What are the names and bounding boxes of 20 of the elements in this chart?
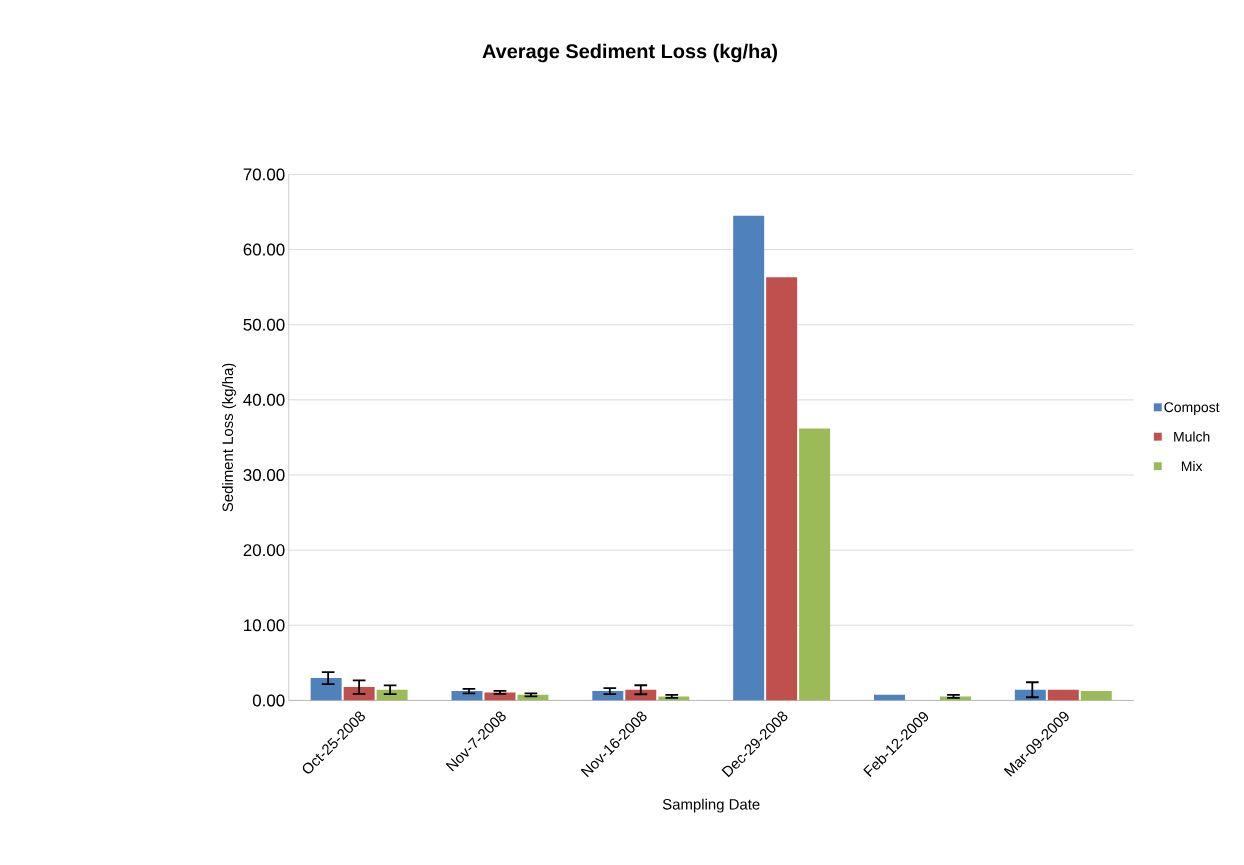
y-tick-label: 50.00 — [243, 318, 285, 331]
bar — [799, 428, 831, 701]
y-tick-label: 10.00 — [244, 619, 285, 632]
chart-title: Average Sediment Loss (kg/ha) — [482, 43, 777, 63]
y-axis-title: Sediment Loss (kg/ha) — [222, 363, 236, 512]
legend-label: Mix — [1181, 460, 1203, 472]
bar — [1080, 691, 1112, 701]
bar — [1047, 689, 1079, 701]
x-axis-title: Sampling Date — [662, 798, 760, 813]
y-tick-label: 40.00 — [243, 393, 285, 406]
legend-label: Compost — [1164, 402, 1220, 415]
y-tick-label: 20.00 — [243, 544, 285, 557]
legend-label: Mulch — [1174, 431, 1210, 442]
y-tick-label: 0.00 — [252, 694, 285, 707]
y-tick-label: 70.00 — [243, 168, 285, 181]
bar — [310, 678, 342, 701]
y-tick-label: 60.00 — [243, 243, 285, 256]
bar — [766, 277, 798, 701]
y-tick-label: 30.00 — [243, 469, 285, 481]
bar — [733, 215, 765, 701]
